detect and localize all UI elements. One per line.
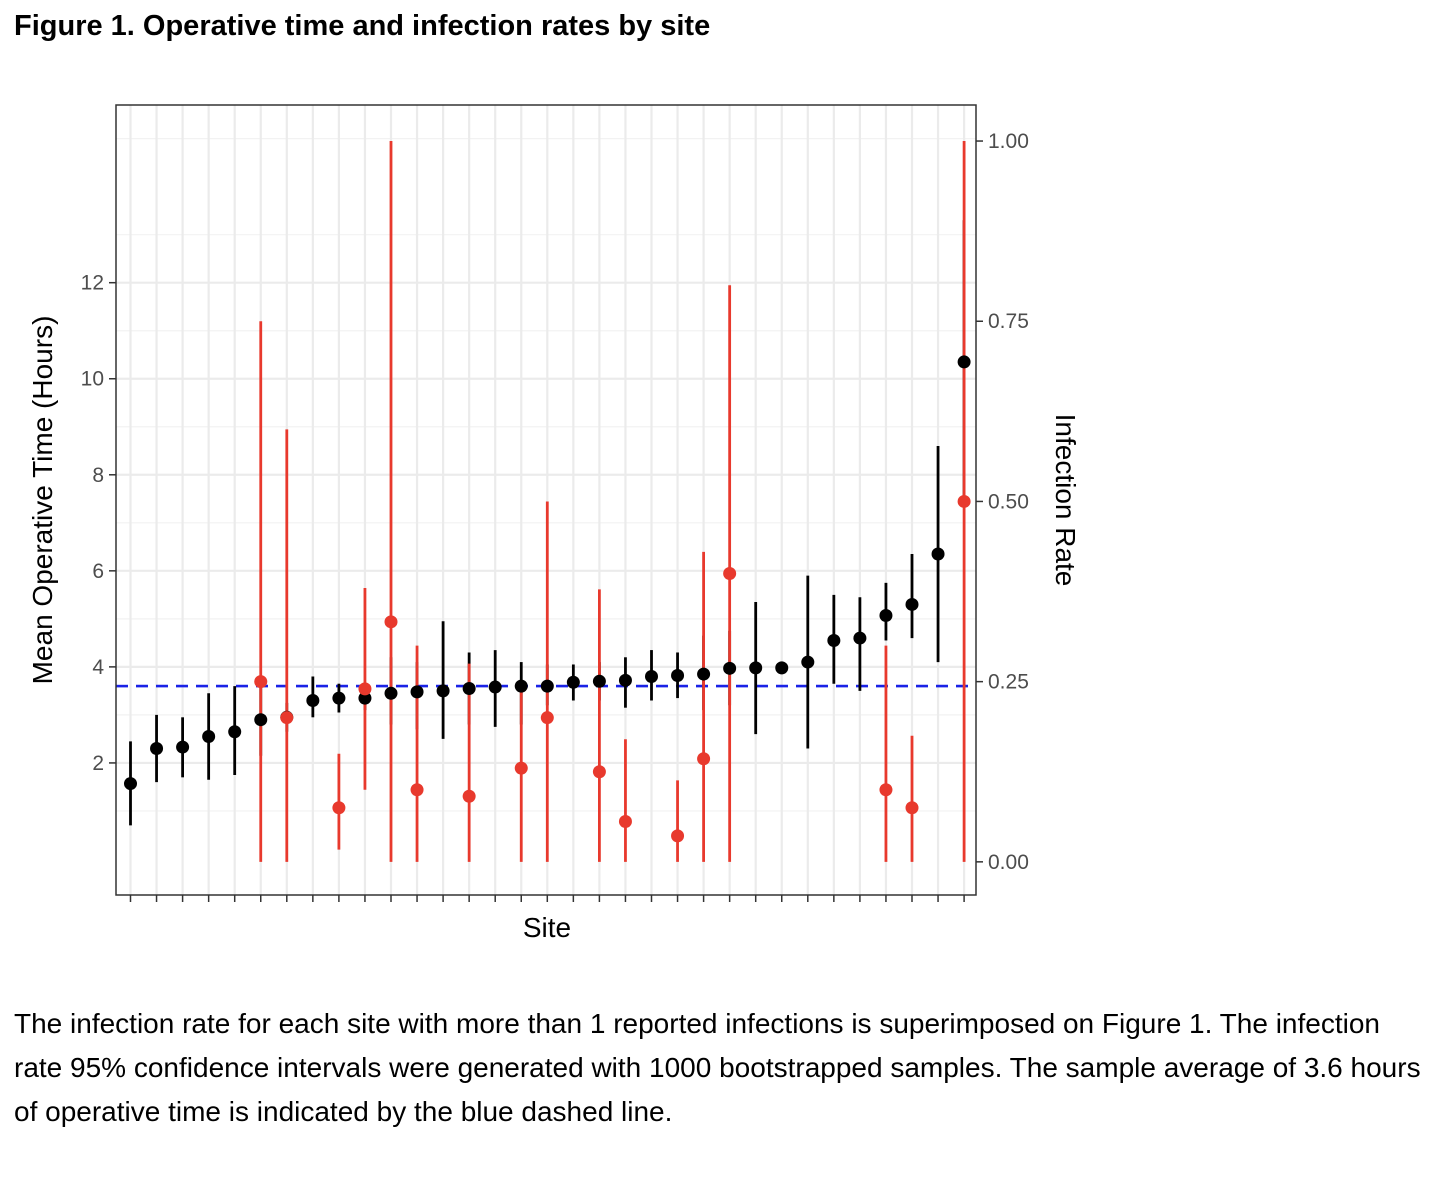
y-axis-left-tick-label: 12 [81,272,104,295]
infection-rate-point [410,783,424,797]
y-axis-left-tick-label: 8 [92,464,104,487]
y-axis-right-tick-label: 0.25 [988,671,1029,694]
operative-time-point [332,691,346,705]
operative-time-point [931,547,945,561]
x-axis-title: Site [523,912,571,943]
infection-rate-point [384,615,398,629]
operative-time-point [775,661,789,675]
operative-time-point [697,667,711,681]
infection-rate-point [462,789,476,803]
operative-time-points [124,355,971,791]
infection-rate-point [905,801,919,815]
infection-rate-point [280,711,294,725]
operative-time-point [514,679,528,693]
operative-time-point [462,681,476,695]
infection-rate-point [671,829,685,843]
operative-time-point [306,694,320,708]
infection-rate-point [723,567,737,581]
infection-rate-point [592,765,606,779]
operative-time-point [228,725,242,739]
operative-time-point [150,742,164,756]
operative-time-point [671,669,685,683]
infection-rate-point [514,761,528,775]
figure-caption: The infection rate for each site with mo… [14,1008,1421,1127]
operative-time-point [202,730,216,744]
operative-time-point [592,674,606,688]
y-axis-left-tick-label: 2 [92,752,104,775]
operative-time-point [384,686,398,700]
figure-title: Figure 1. Operative time and infection r… [14,10,711,42]
infection-rate-point [332,801,346,815]
operative-time-point [436,684,450,698]
infection-rate-point [540,711,554,725]
dual-axis-chart: 2 4 6 8 10 12 0.00 0.25 0.50 0.75 1.00 Site Mean … [27,104,1081,943]
operative-time-point [488,680,502,694]
infection-rate-point [957,494,971,508]
operative-time-point [410,685,424,699]
y-axis-right-tick-label: 0.50 [988,490,1029,513]
infection-rate-point [254,675,268,689]
operative-time-point [723,661,737,675]
y-axis-left-tick-label: 6 [92,560,104,583]
y-axis-left-tick-label: 10 [81,368,104,391]
operative-time-point [618,673,632,687]
infection-rate-point [879,783,893,797]
infection-rate-point [618,814,632,828]
operative-time-point [176,740,190,754]
operative-time-point [879,608,893,622]
y-axis-left-title: Mean Operative Time (Hours) [27,316,58,685]
y-axis-right-title: Infection Rate [1050,414,1081,587]
y-axis-right: 0.00 0.25 0.50 0.75 1.00 [976,130,1029,874]
y-axis-left: 2 4 6 8 10 12 [81,272,116,775]
y-axis-left-tick-label: 4 [92,656,104,679]
operative-time-point [358,691,372,705]
operative-time-point [124,777,137,791]
y-axis-right-tick-label: 0.75 [988,310,1029,333]
infection-rate-point [697,752,711,766]
operative-time-point [566,675,580,689]
operative-time-point [645,669,658,683]
plot-panel-border [115,104,977,896]
infection-rate-points [254,494,971,843]
operative-time-point [540,679,554,693]
y-axis-right-tick-label: 0.00 [988,851,1029,874]
infection-rate-point [358,682,372,696]
y-axis-right-tick-label: 1.00 [988,130,1029,153]
operative-time-point [905,597,919,611]
operative-time-point [749,661,763,675]
operative-time-point [801,655,815,669]
operative-time-point [254,713,268,727]
operative-time-point [957,355,971,369]
operative-time-point [827,633,841,647]
operative-time-point [853,631,867,645]
x-axis [129,895,965,902]
